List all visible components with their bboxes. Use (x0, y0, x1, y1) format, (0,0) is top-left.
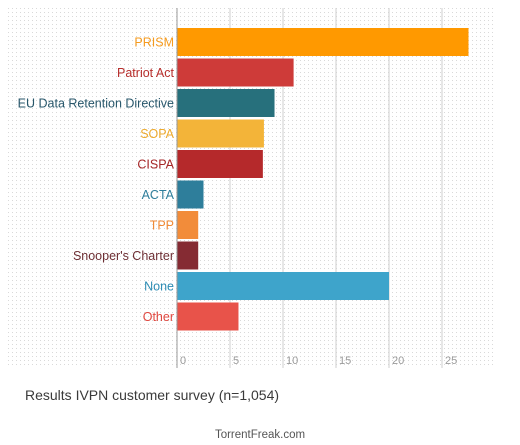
category-label: SOPA (140, 127, 174, 141)
bar (177, 28, 469, 56)
category-label: Snooper's Charter (73, 249, 174, 263)
category-label: None (144, 280, 174, 294)
source-credit: TorrentFreak.com (214, 429, 306, 441)
bar (177, 180, 204, 209)
category-label: ACTA (142, 188, 175, 202)
bar (177, 211, 199, 239)
bar (177, 241, 199, 270)
category-labels: PRISM Patriot Act EU Data Retention Direct… (18, 36, 175, 325)
x-tick-label: 0 (180, 355, 186, 367)
x-tick-label: 5 (233, 355, 239, 367)
category-label: Other (143, 310, 174, 324)
bar (177, 272, 389, 300)
x-tick-label: 10 (286, 355, 298, 367)
bar (177, 119, 264, 148)
chart-caption: Results IVPN customer survey (n=1,054) (25, 387, 280, 403)
x-tick-label: 25 (445, 355, 457, 367)
category-label: CISPA (137, 158, 174, 172)
bars (177, 28, 469, 331)
category-label: TPP (150, 219, 174, 233)
category-label: Patriot Act (117, 66, 174, 80)
category-label: EU Data Retention Directive (18, 97, 174, 111)
bar (177, 89, 275, 117)
bar (177, 302, 239, 331)
tick-labels: 0 5 10 15 20 25 (180, 355, 457, 367)
category-label: PRISM (134, 36, 174, 50)
x-tick-label: 20 (392, 355, 404, 367)
bar-chart: PRISM Patriot Act EU Data Retention Direct… (8, 8, 494, 368)
bar (177, 150, 263, 178)
bar (177, 58, 294, 87)
x-tick-label: 15 (339, 355, 351, 367)
